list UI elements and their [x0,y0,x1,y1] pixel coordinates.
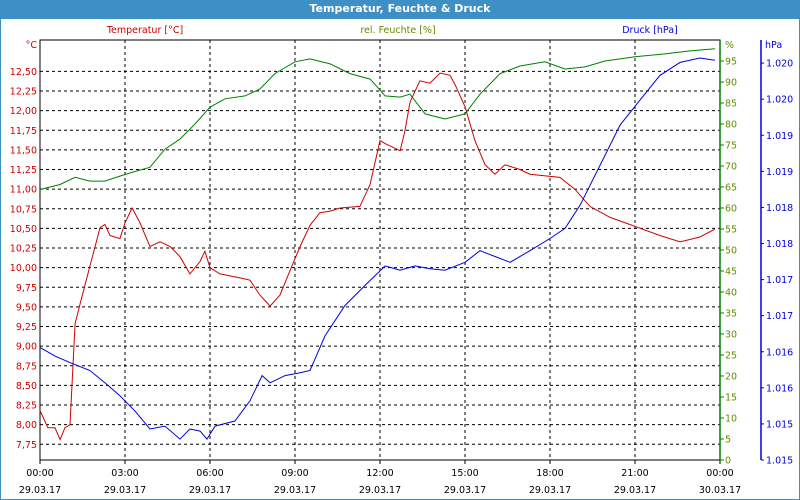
hum-tick-label: 10 [725,414,737,425]
x-tick-time: 15:00 [451,468,478,479]
press-tick-label: 1.017 [766,275,793,286]
press-tick-label: 1.017 [766,311,793,322]
temp-tick-label: 11,75 [10,126,37,137]
press-tick-label: 1.015 [766,456,793,467]
press-tick-label: 1.019 [766,131,793,142]
hum-tick-label: 85 [725,99,737,110]
x-tick-time: 18:00 [536,468,563,479]
hum-tick-label: 60 [725,204,737,215]
x-tick-date: 29.03.17 [189,485,231,496]
hum-tick-label: 75 [725,141,737,152]
hum-tick-label: 0 [725,456,731,467]
temp-tick-label: 11,50 [10,145,37,156]
hum-unit: % [725,40,734,51]
temp-tick-label: 10,00 [10,263,37,274]
x-tick-date: 29.03.17 [444,485,486,496]
press-tick-label: 1.016 [766,347,793,358]
press-tick-label: 1.018 [766,203,793,214]
hum-tick-label: 80 [725,120,737,131]
x-tick-time: 00:00 [26,468,53,479]
grid [40,40,720,460]
hum-tick-label: 90 [725,78,737,89]
hum-tick-label: 50 [725,246,737,257]
labels: 00:00 29.03.17 03:00 29.03.17 06:00 29.03.17 0… [10,25,793,496]
temp-tick-label: 10,50 [10,224,37,235]
temp-tick-label: 9,75 [16,283,37,294]
temp-tick-label: 12,00 [10,106,37,117]
temp-tick-label: 9,25 [16,322,37,333]
hum-tick-label: 45 [725,267,737,278]
temp-tick-label: 10,25 [10,244,37,255]
series-line-press [39,57,715,440]
temp-tick-label: 8,75 [16,361,37,372]
hum-tick-label: 95 [725,57,737,68]
x-tick-date: 30.03.17 [699,485,741,496]
x-tick-time: 12:00 [366,468,393,479]
hum-tick-label: 35 [725,309,737,320]
x-tick-time: 00:00 [706,468,733,479]
x-tick-time: 21:00 [621,468,648,479]
x-tick-date: 29.03.17 [359,485,401,496]
series-line-temp [39,72,716,441]
x-tick-time: 09:00 [281,468,308,479]
temp-tick-label: 12,25 [10,87,37,98]
press-unit: hPa [765,40,782,51]
hum-tick-label: 65 [725,183,737,194]
press-tick-label: 1.020 [766,95,793,106]
hum-tick-label: 55 [725,225,737,236]
temp-unit: °C [26,40,38,51]
series-line-hum [39,48,715,190]
temp-tick-label: 9,00 [16,342,37,353]
x-tick-time: 03:00 [111,468,138,479]
press-tick-label: 1.016 [766,383,793,394]
temp-tick-label: 9,50 [16,302,37,313]
temp-tick-label: 8,25 [16,401,37,412]
x-tick-date: 29.03.17 [104,485,146,496]
window-title: Temperatur, Feuchte & Druck [0,0,800,19]
temp-tick-label: 10,75 [10,204,37,215]
axes [39,39,764,464]
x-tick-date: 29.03.17 [19,485,61,496]
press-tick-label: 1.019 [766,167,793,178]
temp-tick-label: 11,25 [10,165,37,176]
hum-tick-label: 70 [725,162,737,173]
x-tick-time: 06:00 [196,468,223,479]
hum-tick-label: 40 [725,288,737,299]
legend-temp: Temperatur [°C] [106,25,183,36]
press-tick-label: 1.020 [766,59,793,70]
hum-tick-label: 25 [725,351,737,362]
x-tick-date: 29.03.17 [614,485,656,496]
temp-tick-label: 8,50 [16,381,37,392]
x-tick-date: 29.03.17 [529,485,571,496]
temp-tick-label: 12,50 [10,67,37,78]
temp-tick-label: 8,00 [16,420,37,431]
series-lines [39,48,716,441]
legend-hum: rel. Feuchte [%] [360,25,435,36]
x-tick-date: 29.03.17 [274,485,316,496]
hum-tick-label: 30 [725,330,737,341]
temp-tick-label: 11,00 [10,185,37,196]
press-tick-label: 1.018 [766,239,793,250]
hum-tick-label: 15 [725,393,737,404]
temp-tick-label: 7,75 [16,440,37,451]
hum-tick-label: 5 [725,435,731,446]
press-tick-label: 1.015 [766,419,793,430]
legend-press: Druck [hPa] [622,25,678,36]
hum-tick-label: 20 [725,372,737,383]
